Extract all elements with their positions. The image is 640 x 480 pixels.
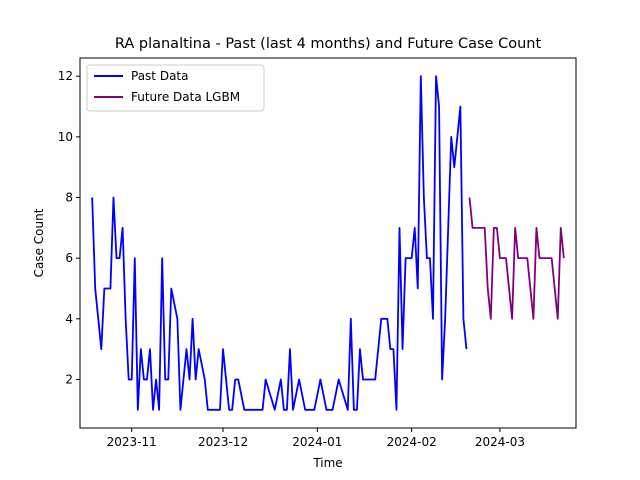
x-axis-label: Time	[312, 456, 342, 470]
x-tick-label: 2024-01	[292, 435, 342, 449]
y-axis: 2 4 6 8 10 12	[58, 69, 80, 386]
chart-title: RA planaltina - Past (last 4 months) and…	[115, 36, 542, 52]
y-tick-label: 10	[58, 130, 73, 144]
y-axis-label: Case Count	[32, 208, 46, 277]
series-line-past-data	[91, 75, 468, 411]
legend-label-future-data-lgbm: Future Data LGBM	[131, 90, 240, 104]
x-axis: 2023-11 2023-12 2024-01 2024-02 2024-03	[107, 428, 525, 449]
y-tick-label: 12	[58, 69, 73, 83]
y-tick-label: 2	[65, 372, 73, 386]
plot-area	[79, 57, 577, 429]
series-layer	[91, 75, 565, 411]
x-tick-label: 2023-11	[107, 435, 157, 449]
legend: Past Data Future Data LGBM	[86, 64, 265, 112]
x-tick-label: 2024-03	[475, 435, 525, 449]
y-tick-label: 8	[65, 191, 73, 205]
series-line-future-data-lgbm	[468, 197, 565, 320]
y-tick-label: 6	[65, 251, 73, 265]
legend-label-past-data: Past Data	[131, 69, 188, 83]
x-tick-label: 2023-12	[198, 435, 248, 449]
x-tick-label: 2024-02	[387, 435, 437, 449]
y-tick-label: 4	[65, 312, 73, 326]
plot-frame	[79, 57, 577, 429]
legend-box	[86, 64, 265, 112]
